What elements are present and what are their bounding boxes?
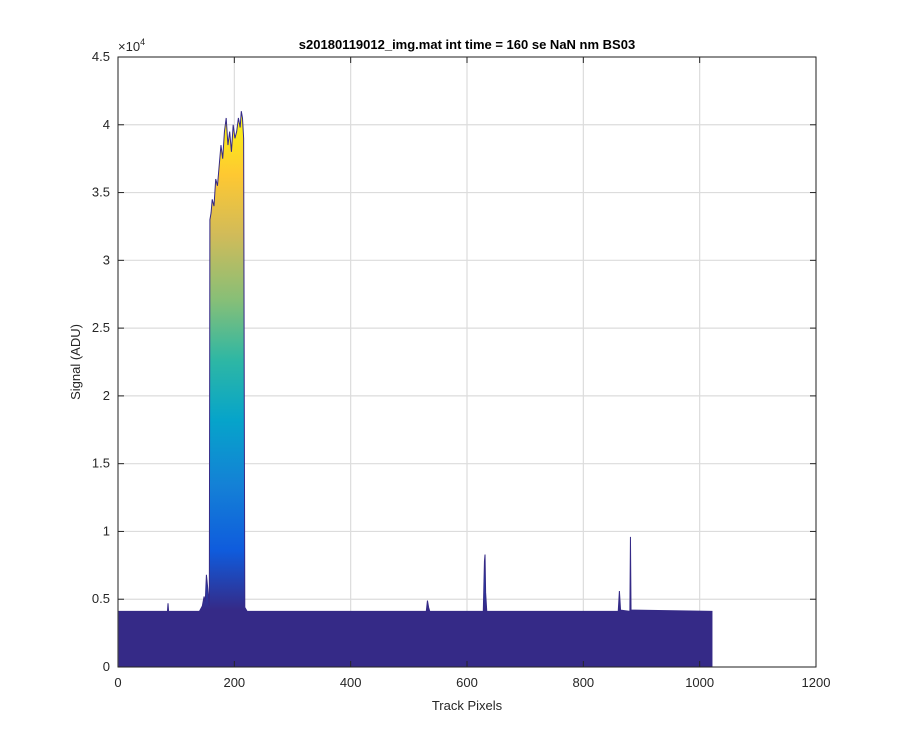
y-tick-label: 2 <box>103 388 110 403</box>
x-tick-label: 1000 <box>685 675 714 690</box>
y-tick-label: 3 <box>103 252 110 267</box>
x-tick-label: 800 <box>572 675 594 690</box>
x-tick-label: 0 <box>114 675 121 690</box>
signal-line <box>118 111 713 612</box>
y-tick-label: 2.5 <box>92 320 110 335</box>
x-tick-label: 400 <box>340 675 362 690</box>
y-exponent-power: 4 <box>140 37 145 47</box>
x-tick-label: 200 <box>223 675 245 690</box>
y-tick-label: 1 <box>103 523 110 538</box>
y-tick-label: 3.5 <box>92 185 110 200</box>
x-tick-label: 600 <box>456 675 478 690</box>
tick-labels: 0 200 400 600 800 1000 1200 0 0.5 1 1.5 2 2.5 3 3.5 4 4.… <box>92 49 831 690</box>
chart-title: s20180119012_img.mat int time = 160 se N… <box>299 37 635 52</box>
y-tick-label: 0.5 <box>92 591 110 606</box>
y-axis-label: Signal (ADU) <box>68 324 83 400</box>
y-tick-label: 4 <box>103 117 110 132</box>
y-tick-label: 0 <box>103 659 110 674</box>
y-tick-label: 1.5 <box>92 456 110 471</box>
y-exponent-label: ×104 <box>118 37 145 54</box>
y-tick-label: 4.5 <box>92 49 110 64</box>
x-tick-label: 1200 <box>802 675 831 690</box>
x-axis-label: Track Pixels <box>432 698 503 713</box>
data-layer <box>118 111 713 667</box>
ticks <box>117 56 817 668</box>
